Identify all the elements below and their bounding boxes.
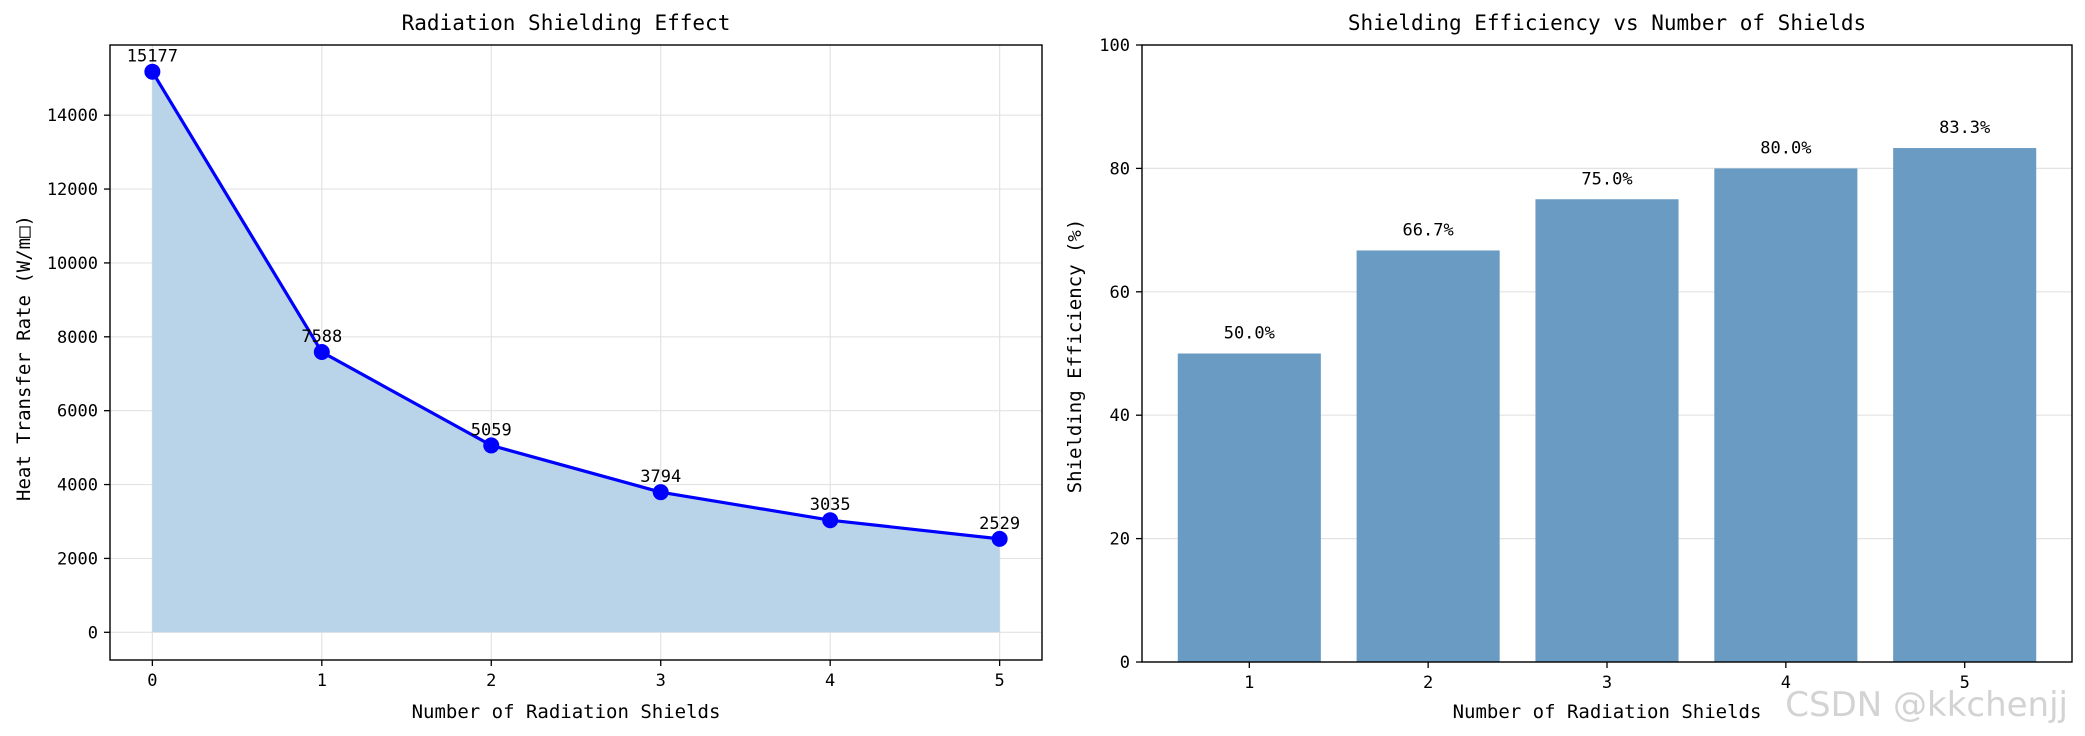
line-chart-y-axis-label: Heat Transfer Rate (W/m□) bbox=[13, 215, 35, 501]
bar-chart-x-tick-label: 1 bbox=[1244, 673, 1254, 693]
bar-chart-data-labels: 50.0% 66.7% 75.0% 80.0% 83.3% bbox=[1224, 118, 1991, 343]
line-chart-area-fill bbox=[152, 71, 1000, 633]
line-chart-point bbox=[822, 512, 839, 529]
bar-chart-y-tick-label: 80 bbox=[1110, 159, 1130, 179]
line-chart-y-tick-label: 4000 bbox=[57, 476, 98, 496]
line-chart-point bbox=[313, 344, 330, 361]
watermark-text: CSDN @kkchenjj bbox=[1785, 685, 2068, 725]
line-chart-x-tick-label: 4 bbox=[825, 671, 835, 691]
bar-chart-bars bbox=[1177, 148, 2037, 662]
bar-chart-data-label: 66.7% bbox=[1403, 220, 1454, 240]
line-chart-y-tick-label: 12000 bbox=[47, 180, 98, 200]
line-chart: Radiation Shielding Effect 15177 7588 5059… bbox=[13, 11, 1043, 723]
line-chart-x-tick-label: 1 bbox=[317, 671, 327, 691]
bar-chart-data-label: 83.3% bbox=[1939, 118, 1990, 138]
bar-chart-bar bbox=[1893, 148, 2037, 662]
line-chart-point bbox=[483, 437, 500, 454]
line-chart-series-line bbox=[150, 70, 1000, 541]
line-chart-data-labels: 15177 7588 5059 3794 3035 2529 bbox=[127, 47, 1020, 534]
line-chart-data-label: 7588 bbox=[301, 327, 342, 347]
line-chart-data-label: 2529 bbox=[979, 514, 1020, 534]
line-chart-title: Radiation Shielding Effect bbox=[402, 11, 731, 35]
bar-chart-x-tick-label: 4 bbox=[1781, 673, 1791, 693]
line-chart-y-tick-label: 6000 bbox=[57, 402, 98, 422]
line-chart-point bbox=[144, 63, 161, 80]
bar-chart-y-tick-label: 60 bbox=[1110, 283, 1130, 303]
bar-chart-y-tick-label: 0 bbox=[1120, 653, 1130, 673]
line-chart-point bbox=[991, 530, 1008, 547]
bar-chart-data-label: 75.0% bbox=[1581, 169, 1632, 189]
line-chart-point bbox=[652, 484, 669, 501]
bar-chart-y-ticks: 0 20 40 60 80 100 bbox=[1099, 36, 1142, 673]
line-chart-data-label: 3035 bbox=[810, 495, 851, 515]
line-chart-y-tick-label: 8000 bbox=[57, 328, 98, 348]
line-chart-y-tick-label: 10000 bbox=[47, 254, 98, 274]
line-chart-data-label: 3794 bbox=[640, 467, 681, 487]
bar-chart-y-tick-label: 40 bbox=[1110, 406, 1130, 426]
bar-chart-x-tick-label: 5 bbox=[1960, 673, 1970, 693]
bar-chart-x-axis-label: Number of Radiation Shields bbox=[1453, 701, 1762, 723]
bar-chart-data-label: 50.0% bbox=[1224, 324, 1275, 344]
bar-chart-bar bbox=[1535, 199, 1679, 662]
line-chart-x-tick-label: 3 bbox=[656, 671, 666, 691]
bar-chart-data-label: 80.0% bbox=[1760, 138, 1811, 158]
line-chart-x-tick-label: 0 bbox=[147, 671, 157, 691]
bar-chart-y-tick-label: 100 bbox=[1099, 36, 1130, 56]
bar-chart-bar bbox=[1356, 250, 1500, 662]
bar-chart-bar bbox=[1177, 353, 1321, 662]
bar-chart-x-tick-label: 3 bbox=[1602, 673, 1612, 693]
bar-chart-bar bbox=[1714, 168, 1858, 662]
bar-chart-x-tick-label: 2 bbox=[1423, 673, 1433, 693]
bar-chart-y-axis-label: Shielding Efficiency (%) bbox=[1064, 219, 1086, 494]
line-chart-points bbox=[144, 63, 1008, 547]
bar-chart-x-ticks: 1 2 3 4 5 bbox=[1244, 662, 1970, 693]
line-chart-x-tick-label: 2 bbox=[486, 671, 496, 691]
line-chart-y-tick-label: 14000 bbox=[47, 106, 98, 126]
line-chart-x-axis-label: Number of Radiation Shields bbox=[412, 701, 721, 723]
bar-chart-y-tick-label: 20 bbox=[1110, 530, 1130, 550]
line-chart-data-label: 5059 bbox=[471, 420, 512, 440]
line-chart-data-label: 15177 bbox=[127, 47, 178, 67]
line-chart-x-tick-label: 5 bbox=[995, 671, 1005, 691]
bar-chart: Shielding Efficiency vs Number of Shield… bbox=[1064, 11, 2073, 723]
line-chart-y-ticks: 0 2000 4000 6000 8000 10000 12000 14000 bbox=[47, 106, 110, 643]
line-chart-x-ticks: 0 1 2 3 4 5 bbox=[147, 660, 1005, 691]
bar-chart-title: Shielding Efficiency vs Number of Shield… bbox=[1348, 11, 1866, 35]
line-chart-y-tick-label: 0 bbox=[88, 623, 98, 643]
line-chart-frame bbox=[109, 44, 1043, 661]
line-chart-y-tick-label: 2000 bbox=[57, 549, 98, 569]
